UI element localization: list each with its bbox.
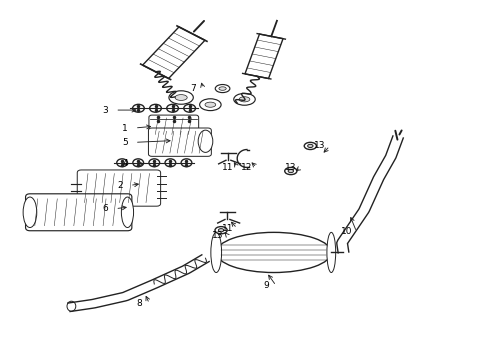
Ellipse shape: [153, 116, 163, 122]
Ellipse shape: [183, 116, 194, 122]
Text: 9: 9: [263, 281, 269, 290]
Text: 11: 11: [221, 163, 233, 172]
Ellipse shape: [164, 159, 175, 167]
Ellipse shape: [149, 159, 159, 167]
Text: 2: 2: [117, 181, 122, 190]
Ellipse shape: [218, 229, 224, 232]
Text: 8: 8: [137, 299, 142, 308]
Text: 7: 7: [190, 84, 196, 93]
Ellipse shape: [198, 130, 212, 152]
Text: 13: 13: [314, 141, 325, 150]
FancyBboxPatch shape: [148, 128, 211, 156]
Ellipse shape: [168, 116, 179, 122]
Text: 11: 11: [221, 224, 233, 233]
Ellipse shape: [183, 104, 195, 112]
Ellipse shape: [304, 142, 316, 149]
Ellipse shape: [215, 85, 229, 93]
Ellipse shape: [239, 97, 249, 102]
Ellipse shape: [199, 99, 221, 111]
Ellipse shape: [210, 232, 221, 273]
Ellipse shape: [121, 197, 133, 228]
Ellipse shape: [67, 301, 76, 311]
Text: 4: 4: [122, 159, 127, 168]
Ellipse shape: [149, 104, 161, 112]
Text: 10: 10: [341, 228, 352, 237]
Ellipse shape: [284, 167, 296, 175]
FancyBboxPatch shape: [25, 194, 132, 231]
Ellipse shape: [233, 93, 255, 105]
FancyBboxPatch shape: [149, 115, 198, 137]
Ellipse shape: [181, 159, 191, 167]
Ellipse shape: [219, 87, 226, 90]
Ellipse shape: [215, 226, 227, 234]
Text: 13: 13: [211, 231, 223, 240]
Ellipse shape: [133, 159, 143, 167]
Ellipse shape: [307, 144, 312, 148]
Text: 1: 1: [122, 123, 128, 132]
Ellipse shape: [204, 102, 215, 107]
Ellipse shape: [166, 104, 178, 112]
Ellipse shape: [117, 159, 127, 167]
Text: 6: 6: [102, 204, 108, 213]
Ellipse shape: [287, 170, 293, 173]
Ellipse shape: [326, 232, 335, 273]
Text: 13: 13: [285, 163, 296, 172]
FancyBboxPatch shape: [77, 170, 160, 206]
Polygon shape: [244, 34, 283, 78]
Text: 12: 12: [241, 163, 252, 172]
Polygon shape: [142, 27, 204, 78]
Ellipse shape: [175, 95, 187, 100]
Ellipse shape: [216, 232, 330, 273]
Text: 5: 5: [122, 138, 128, 147]
Text: 3: 3: [102, 105, 108, 114]
Ellipse shape: [132, 104, 144, 112]
Ellipse shape: [23, 197, 37, 228]
Ellipse shape: [168, 91, 193, 104]
